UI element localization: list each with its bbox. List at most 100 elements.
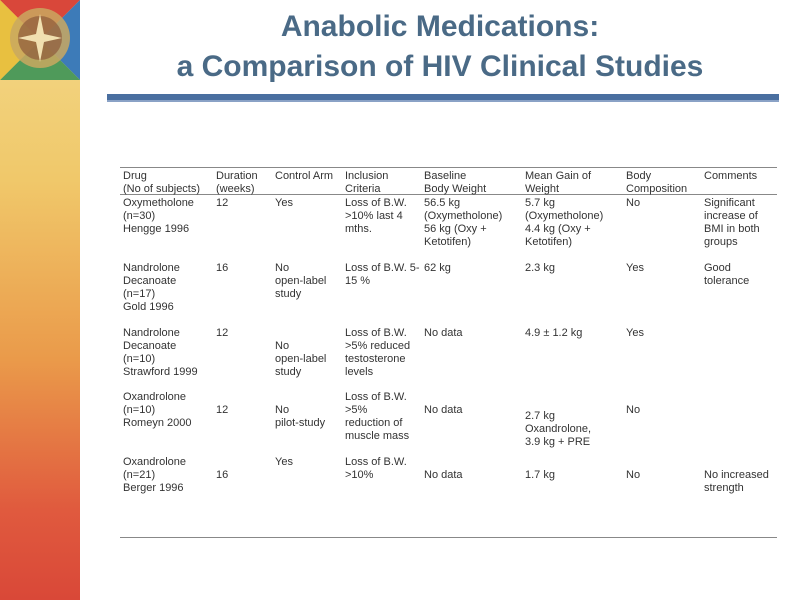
row-2-control-line: open-label (275, 275, 327, 287)
row-2-control-line: No (275, 262, 290, 274)
row-4-control: No pilot-study (275, 404, 325, 430)
row-4-gain: 2.7 kg Oxandrolone, 3.9 kg + PRE (525, 410, 591, 449)
row-2-baseline-line: 62 kg (424, 262, 451, 274)
row-5-inclusion-line: >10% (345, 469, 374, 481)
row-2-inclusion: Loss of B.W. 5- 15 % (345, 262, 420, 288)
row-5-drug-line: Oxandrolone (123, 456, 186, 468)
row-3-duration: 12 (216, 327, 228, 340)
header-duration-line: Duration (216, 170, 258, 182)
row-4-inclusion-line: Loss of B.W. (345, 391, 407, 403)
row-3-gain-line: 4.9 ± 1.2 kg (525, 327, 583, 339)
row-3-control-line: study (275, 366, 302, 378)
header-baseline: Baseline Body Weight (424, 170, 486, 196)
row-5-drug-line: (n=21) (123, 469, 156, 481)
header-comments: Comments (704, 170, 757, 183)
row-2-drug-line: Gold 1996 (123, 301, 174, 313)
row-1-inclusion-line: >10% last 4 (345, 210, 403, 222)
header-comments-line: Comments (704, 170, 758, 182)
row-1-duration: 12 (216, 197, 228, 210)
row-2-comments-line: tolerance (704, 275, 750, 287)
slide-title-line-1: Anabolic Medications: (280, 10, 600, 43)
row-1-body: No (626, 197, 640, 210)
header-gain-line: Weight (525, 183, 560, 195)
row-4-drug-line: Oxandrolone (123, 391, 186, 403)
row-2-duration-line: 16 (216, 262, 229, 274)
row-3-inclusion-line: Loss of B.W. (345, 327, 407, 339)
header-inclusion-line: Criteria (345, 183, 381, 195)
table-top-rule (120, 167, 777, 168)
row-4-inclusion-line: reduction of (345, 417, 403, 429)
logo-emblem-icon (0, 0, 80, 80)
row-1-gain-line: Ketotifen) (525, 236, 573, 248)
row-1-inclusion-line: mths. (345, 223, 372, 235)
row-4-gain-line: Oxandrolone, (525, 423, 592, 435)
row-5-duration-line: 16 (216, 469, 229, 481)
row-1-drug-line: Hengge 1996 (123, 223, 190, 235)
row-4-control-line: No (275, 404, 290, 416)
row-1-comments-line: increase of (704, 210, 758, 222)
row-3-inclusion-line: testosterone (345, 353, 406, 365)
row-2-body: Yes (626, 262, 644, 275)
row-2-inclusion-line: 15 % (345, 275, 371, 287)
row-5-baseline-line: No data (424, 469, 463, 481)
row-1-gain-line: 5.7 kg (525, 197, 555, 209)
row-5-body-line: No (626, 469, 641, 481)
row-1-baseline-line: 56.5 kg (424, 197, 461, 209)
row-4-gain-line: 3.9 kg + PRE (525, 436, 591, 448)
row-4-baseline-line: No data (424, 404, 463, 416)
row-2-control: No open-label study (275, 262, 326, 301)
row-2-drug-line: (n=17) (123, 288, 156, 300)
row-2-control-line: study (275, 288, 302, 300)
row-1-body-line: No (626, 197, 641, 209)
row-3-baseline: No data (424, 327, 463, 340)
row-3-control-line: open-label (275, 353, 327, 365)
row-1-gain-line: 4.4 kg (Oxy + (525, 223, 591, 235)
row-1-baseline-line: Ketotifen) (424, 236, 472, 248)
row-5-gain-line: 1.7 kg (525, 469, 555, 481)
header-inclusion-line: Inclusion (345, 170, 389, 182)
row-4-drug: Oxandrolone (n=10) Romeyn 2000 (123, 391, 192, 430)
row-1-gain: 5.7 kg (Oxymetholone) 4.4 kg (Oxy + Ketotif… (525, 197, 603, 249)
row-3-drug: Nandrolone Decanoate (n=10) Strawford 1999 (123, 327, 198, 379)
table-header-rule (120, 194, 777, 195)
row-1-gain-line: (Oxymetholone) (525, 210, 604, 222)
row-4-control-line: pilot-study (275, 417, 326, 429)
header-control-line: Control Arm (275, 170, 334, 182)
header-gain: Mean Gain of Weight (525, 170, 591, 196)
header-inclusion: Inclusion Criteria (345, 170, 388, 196)
row-1-inclusion: Loss of B.W. >10% last 4 mths. (345, 197, 407, 236)
header-duration: Duration (weeks) (216, 170, 258, 196)
row-5-duration: 16 (216, 469, 228, 482)
row-2-duration: 16 (216, 262, 228, 275)
header-baseline-line: Body Weight (424, 183, 487, 195)
header-duration-line: (weeks) (216, 183, 255, 195)
row-5-body: No (626, 469, 640, 482)
row-4-body: No (626, 404, 640, 417)
row-1-comments-line: Significant (704, 197, 755, 209)
row-2-baseline: 62 kg (424, 262, 451, 275)
row-3-drug-line: Decanoate (123, 340, 177, 352)
row-4-inclusion-line: >5% (345, 404, 368, 416)
row-4-body-line: No (626, 404, 641, 416)
row-5-control: Yes (275, 456, 293, 469)
row-2-gain: 2.3 kg (525, 262, 555, 275)
header-baseline-line: Baseline (424, 170, 467, 182)
row-5-baseline: No data (424, 469, 463, 482)
row-4-gain-line: 2.7 kg (525, 410, 555, 422)
header-drug-line: Drug (123, 170, 147, 182)
row-1-drug-line: Oxymetholone (123, 197, 194, 209)
title-underline (107, 94, 779, 100)
row-3-control-line: No (275, 340, 290, 352)
row-3-duration-line: 12 (216, 327, 229, 339)
row-3-baseline-line: No data (424, 327, 463, 339)
row-5-inclusion-line: Loss of B.W. (345, 456, 407, 468)
row-1-comments-line: groups (704, 236, 738, 248)
row-5-comments: No increased strength (704, 469, 769, 495)
row-1-baseline-line: 56 kg (Oxy + (424, 223, 487, 235)
row-5-control-line: Yes (275, 456, 293, 468)
row-3-control: No open-label study (275, 340, 326, 379)
title-underline-accent (107, 100, 779, 102)
header-drug-line: (No of subjects) (123, 183, 201, 195)
row-1-duration-line: 12 (216, 197, 229, 209)
header-drug: Drug (No of subjects) (123, 170, 200, 196)
